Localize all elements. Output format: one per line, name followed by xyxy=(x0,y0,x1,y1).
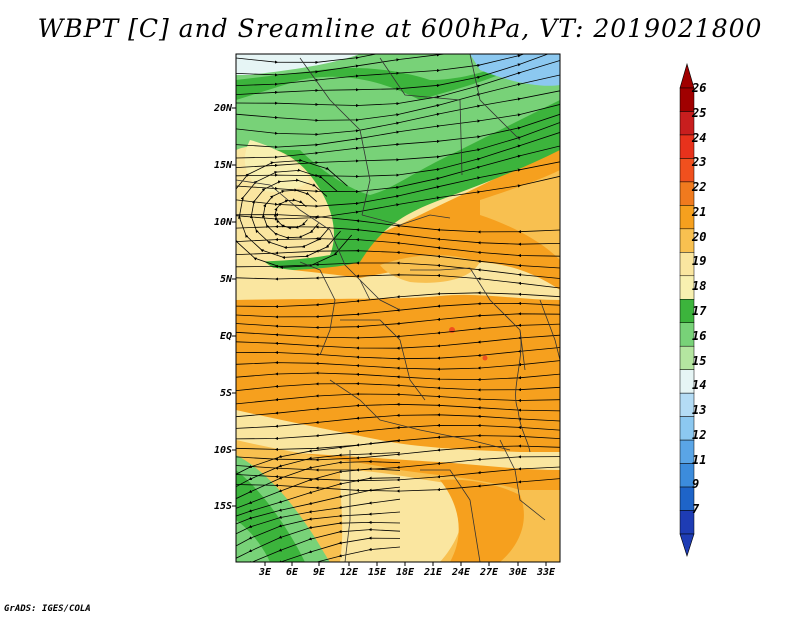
colorbar xyxy=(679,62,695,557)
colorbar-label: 9 xyxy=(692,477,700,492)
colorbar-label: 11 xyxy=(692,452,707,467)
lon-label-30e: 30E xyxy=(508,567,528,578)
streamline xyxy=(236,402,560,418)
streamline xyxy=(236,347,560,361)
lat-label-15s: 15S xyxy=(213,501,232,512)
colorbar-label: 24 xyxy=(692,130,707,145)
colorbar-label: 26 xyxy=(692,81,707,95)
streamline xyxy=(248,546,401,562)
colorbar-label: 18 xyxy=(692,279,707,294)
colorbar-label: 23 xyxy=(692,155,707,170)
lat-label-5s: 5S xyxy=(219,388,232,399)
streamline xyxy=(236,382,560,392)
streamline xyxy=(236,360,560,371)
streamline xyxy=(236,392,560,405)
lat-label-20n: 20N xyxy=(213,103,232,114)
axis-ticks xyxy=(232,107,547,566)
lon-label-9e: 9E xyxy=(312,567,326,578)
streamline xyxy=(236,334,560,350)
lon-label-27e: 27E xyxy=(479,567,499,578)
colorbar-label: 19 xyxy=(692,254,707,269)
footer-credit: GrADS: IGES/COLA xyxy=(4,604,91,614)
lon-label-33e: 33E xyxy=(536,567,556,578)
chart-title: WBPT [C] and Sreamline at 600hPa, VT: 20… xyxy=(37,14,763,43)
lon-label-24e: 24E xyxy=(451,567,471,578)
lon-label-21e: 21E xyxy=(423,567,443,578)
country-borders xyxy=(236,54,560,562)
streamline xyxy=(236,273,560,289)
lat-label-eq: EQ xyxy=(219,331,232,342)
colorbar-label: 20 xyxy=(692,229,707,244)
lon-label-3e: 3E xyxy=(258,567,272,578)
lat-label-10s: 10S xyxy=(213,445,232,456)
colorbar-label: 17 xyxy=(692,304,707,318)
colorbar-label: 14 xyxy=(692,378,707,393)
lon-label-12e: 12E xyxy=(339,567,359,578)
colorbar-label: 13 xyxy=(692,403,707,418)
lon-label-6e: 6E xyxy=(285,567,299,578)
colorbar-label: 15 xyxy=(692,353,707,368)
colorbar-label: 16 xyxy=(692,328,707,343)
colorbar-label: 12 xyxy=(692,427,707,442)
colorbar-label: 25 xyxy=(692,105,707,120)
lat-label-15n: 15N xyxy=(213,160,232,171)
lon-label-15e: 15E xyxy=(367,567,387,578)
streamlines xyxy=(236,54,560,562)
colorbar-label: 21 xyxy=(692,204,707,219)
colorbar-label: 22 xyxy=(692,180,707,195)
streamline xyxy=(236,371,560,382)
lat-label-10n: 10N xyxy=(213,217,232,228)
lat-label-5n: 5N xyxy=(219,274,232,285)
lon-label-18e: 18E xyxy=(395,567,415,578)
colorbar-label: 7 xyxy=(692,502,700,517)
